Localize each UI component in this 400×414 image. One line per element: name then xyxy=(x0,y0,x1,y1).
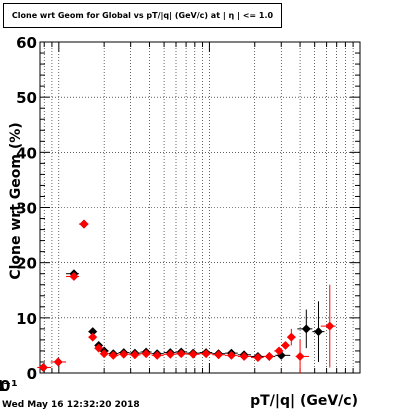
data-point xyxy=(280,340,291,350)
data-point xyxy=(188,349,198,359)
axis-ticks xyxy=(40,41,361,374)
chart-title-box: Clone wrt Geom for Global vs pT/|q| (GeV… xyxy=(3,3,282,28)
data-point xyxy=(79,219,89,229)
y-tick-label: 50 xyxy=(16,89,37,107)
y-axis-label: Clone wrt Geom (%) xyxy=(8,122,24,279)
y-tick-label: 40 xyxy=(16,144,37,162)
data-point xyxy=(264,351,274,362)
tick-labels: 010203040506010⁻¹110 xyxy=(0,34,37,395)
y-tick-label: 60 xyxy=(16,34,37,52)
x-tick-label: 1 xyxy=(0,377,5,395)
y-tick-label: 0 xyxy=(27,365,37,383)
grid-lines xyxy=(40,42,360,373)
data-point xyxy=(226,350,236,360)
y-tick-label: 30 xyxy=(16,200,37,218)
data-series xyxy=(37,219,336,373)
data-point xyxy=(119,349,129,359)
data-point xyxy=(239,351,249,362)
x-axis-label: pT/|q| (GeV/c) xyxy=(250,393,358,409)
data-point xyxy=(152,350,162,360)
data-point xyxy=(274,346,284,356)
series-2 xyxy=(37,219,336,373)
data-point xyxy=(38,362,48,373)
data-point xyxy=(295,351,305,362)
data-point xyxy=(213,350,224,360)
data-point xyxy=(53,357,63,367)
data-point xyxy=(176,349,186,359)
data-point xyxy=(253,352,263,363)
timestamp: Wed May 16 12:32:20 2018 xyxy=(2,400,140,410)
chart-title: Clone wrt Geom for Global vs pT/|q| (GeV… xyxy=(11,11,274,20)
data-point xyxy=(301,324,311,334)
data-point xyxy=(286,332,296,342)
data-point xyxy=(69,271,79,282)
data-point xyxy=(141,349,151,359)
data-point xyxy=(201,349,211,359)
data-point xyxy=(99,349,109,359)
data-point xyxy=(130,350,140,360)
y-tick-label: 20 xyxy=(16,255,37,273)
data-point xyxy=(94,343,104,353)
y-tick-label: 10 xyxy=(16,310,37,328)
data-point xyxy=(325,321,335,331)
data-point xyxy=(88,332,98,342)
data-point xyxy=(108,350,118,360)
data-point xyxy=(313,327,324,337)
x-tick-label: 10 xyxy=(0,377,10,395)
data-point xyxy=(165,349,175,359)
x-tick-label: 10⁻¹ xyxy=(0,377,18,395)
